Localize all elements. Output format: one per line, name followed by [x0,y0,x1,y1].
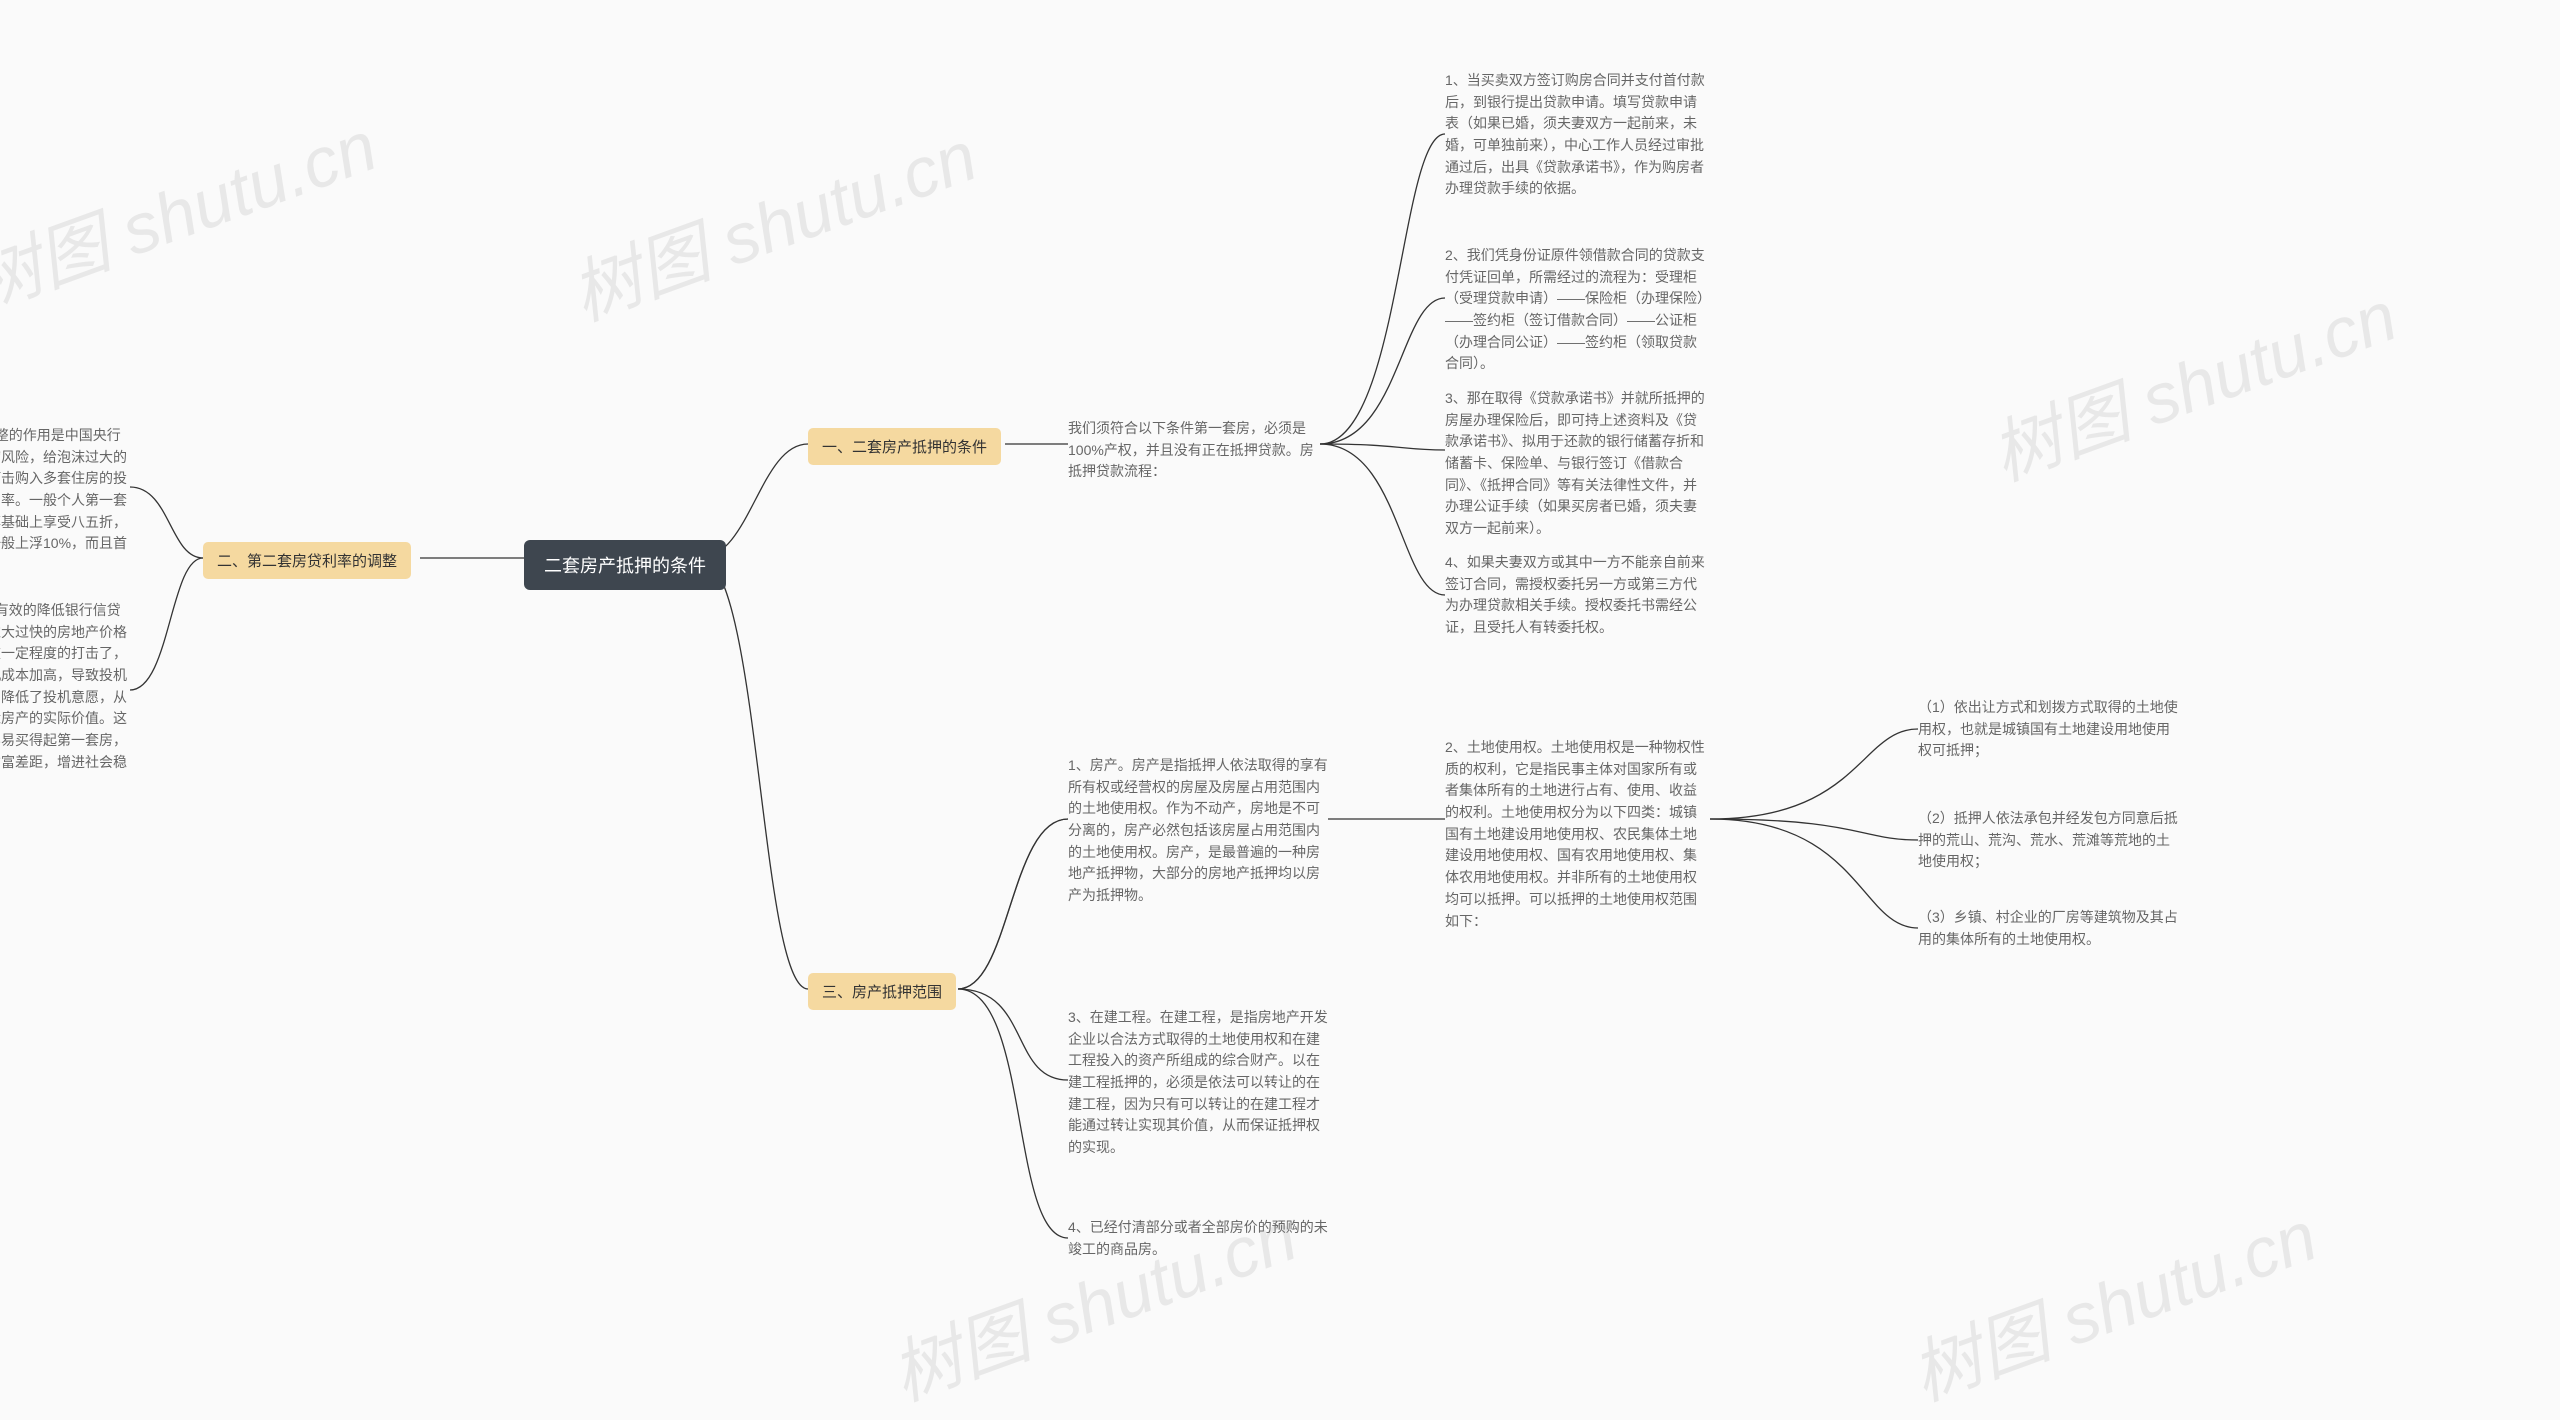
branch3-child-4: 4、已经付清部分或者全部房价的预购的未竣工的商品房。 [1068,1217,1328,1260]
branch-node-3[interactable]: 三、房产抵押范围 [808,973,956,1010]
watermark: 树图 shutu.cn [1976,261,2409,501]
watermark: 树图 shutu.cn [0,91,389,331]
watermark: 树图 shutu.cn [556,101,989,341]
branch3-child-3: 3、在建工程。在建工程，是指房地产开发企业以合法方式取得的土地使用权和在建工程投… [1068,1007,1328,1159]
branch3-child-1: 1、房产。房产是指抵押人依法取得的享有所有权或经营权的房屋及房屋占用范围内的土地… [1068,755,1328,907]
branch3-child-2-sub-2: （2）抵押人依法承包并经发包方同意后抵押的荒山、荒沟、荒水、荒滩等荒地的土地使用… [1918,808,2183,873]
branch1-child-1: 1、当买卖双方签订购房合同并支付首付款后，到银行提出贷款申请。填写贷款申请表（如… [1445,70,1705,200]
branch3-child-2-sub-1: （1）依出让方式和划拨方式取得的土地使用权，也就是城镇国有土地建设用地使用权可抵… [1918,697,2183,762]
branch-node-1[interactable]: 一、二套房产抵押的条件 [808,428,1001,465]
branch1-intro: 我们须符合以下条件第一套房，必须是100%产权，并且没有正在抵押贷款。房抵押贷款… [1068,418,1320,483]
branch2-child-1: 1、那第二套房贷调整的作用是中国央行为了更好的控制信贷风险，给泡沫过大的房地产市… [0,425,130,577]
root-node[interactable]: 二套房产抵押的条件 [524,540,726,590]
branch3-child-2: 2、土地使用权。土地使用权是一种物权性质的权利，它是指民事主体对国家所有或者集体… [1445,737,1710,932]
branch1-child-2: 2、我们凭身份证原件领借款合同的贷款支付凭证回单，所需经过的流程为：受理柜（受理… [1445,245,1705,375]
branch3-child-2-sub-3: （3）乡镇、村企业的厂房等建筑物及其占用的集体所有的土地使用权。 [1918,907,2183,950]
branch2-child-2: 2、第二套房贷可以有效的降低银行信贷风险，可以对涨幅过大过快的房地产价格减速，因… [0,600,130,795]
branch-node-2[interactable]: 二、第二套房贷利率的调整 [203,542,411,579]
branch1-child-3: 3、那在取得《贷款承诺书》并就所抵押的房屋办理保险后，即可持上述资料及《贷款承诺… [1445,388,1705,540]
branch1-child-4: 4、如果夫妻双方或其中一方不能亲自前来签订合同，需授权委托另一方或第三方代为办理… [1445,552,1705,639]
watermark: 树图 shutu.cn [1896,1181,2329,1420]
